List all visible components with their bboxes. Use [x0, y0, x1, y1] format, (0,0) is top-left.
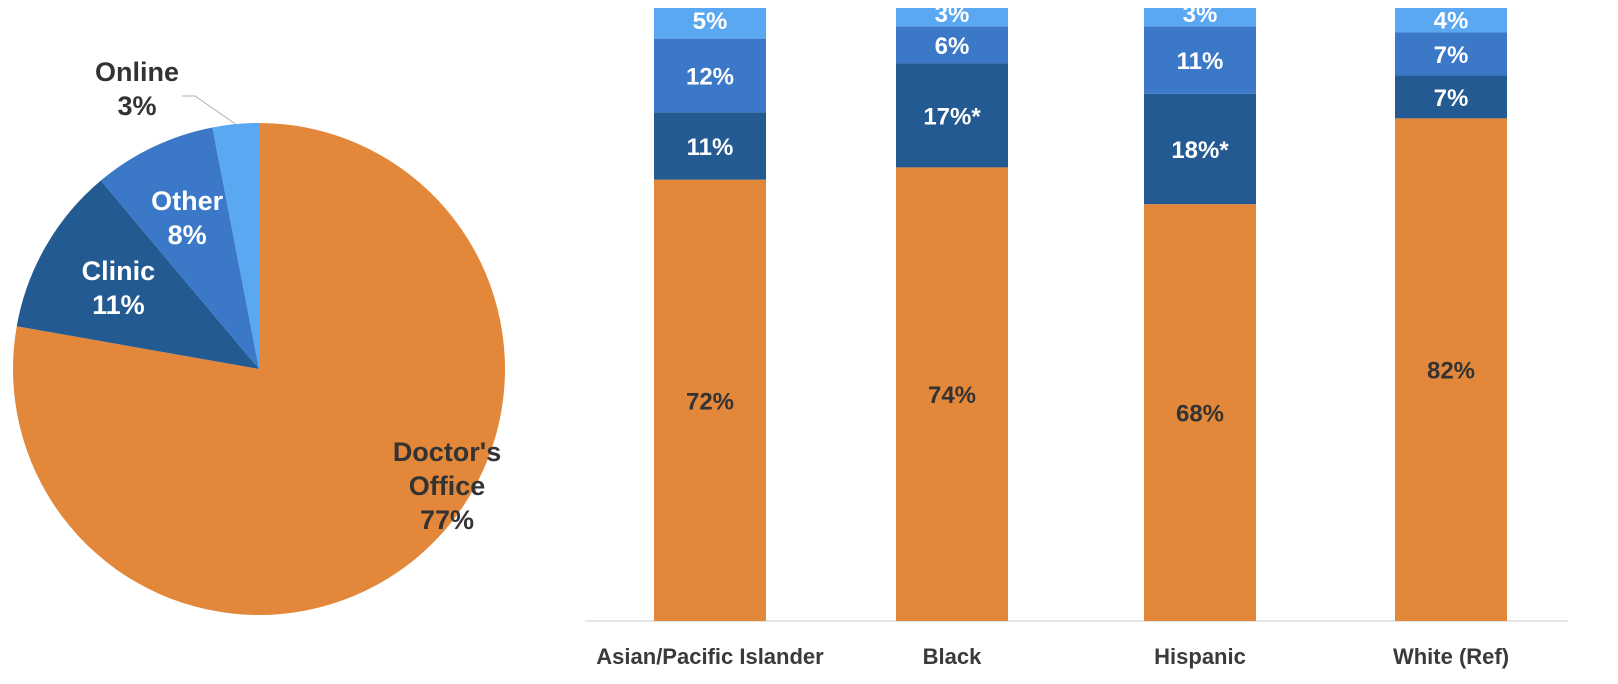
- bar-value-label-asian-pacific-islander-online: 5%: [693, 8, 728, 35]
- bar-value-label-hispanic-doctors_office: 68%: [1176, 401, 1224, 428]
- pie-category-label-other: Other: [151, 186, 224, 216]
- bar-value-label-white-ref-other: 7%: [1434, 42, 1469, 69]
- pie-category-label-doctor-s-office: Doctor's: [393, 437, 501, 467]
- pie-value-label-doctor-s-office: 77%: [420, 505, 474, 535]
- pie-value-label-other: 8%: [168, 220, 207, 250]
- bar-value-label-hispanic-other: 11%: [1177, 48, 1224, 75]
- x-tick-label-hispanic: Hispanic: [1154, 644, 1246, 669]
- bar-value-label-hispanic-online: 3%: [1183, 1, 1218, 28]
- bar-value-label-black-doctors_office: 74%: [928, 382, 976, 409]
- bar-value-label-asian-pacific-islander-other: 12%: [686, 63, 734, 90]
- pie-leader-line-online: [182, 96, 236, 124]
- bar-value-label-white-ref-doctors_office: 82%: [1427, 358, 1475, 385]
- bar-value-label-white-ref-clinic: 7%: [1434, 85, 1469, 112]
- pie-category-label-doctor-s-office: Office: [409, 471, 486, 501]
- bar-value-label-asian-pacific-islander-doctors_office: 72%: [686, 388, 734, 415]
- pie-value-label-online: 3%: [117, 91, 156, 121]
- bar-value-label-asian-pacific-islander-clinic: 11%: [687, 134, 734, 161]
- pie-chart: Doctor's Office 77% Clinic 11% Other 8% Online 3…: [13, 57, 505, 615]
- x-tick-label-white-ref: White (Ref): [1393, 644, 1509, 669]
- pie-category-label-clinic: Clinic: [82, 256, 156, 286]
- bar-value-label-black-clinic: 17%*: [923, 103, 981, 130]
- pie-value-label-clinic: 11%: [92, 290, 145, 320]
- x-tick-label-black: Black: [923, 644, 982, 669]
- stacked-bar-chart: 72% 11% 12% 5% Asian/Pacific Islander 74% 17%*…: [585, 1, 1568, 669]
- bar-value-label-black-online: 3%: [935, 1, 970, 28]
- bar-value-label-black-other: 6%: [935, 33, 970, 60]
- bar-value-label-hispanic-clinic: 18%*: [1171, 137, 1229, 164]
- pie-category-label-online: Online: [95, 57, 179, 87]
- x-tick-label-asian-pacific-islander: Asian/Pacific Islander: [596, 644, 824, 669]
- bar-value-label-white-ref-online: 4%: [1434, 7, 1469, 34]
